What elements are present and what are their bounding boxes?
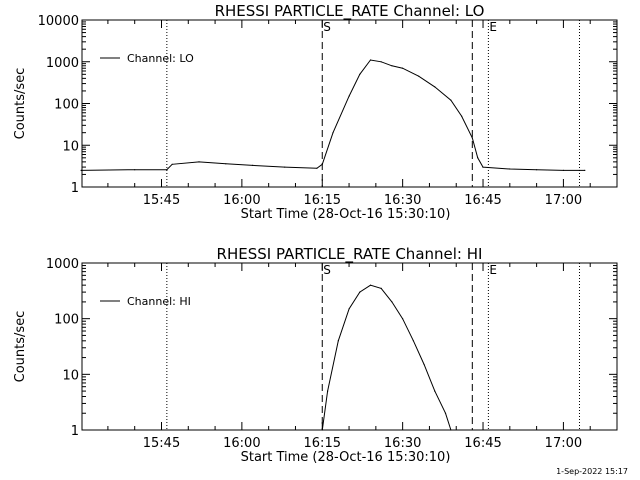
data-point xyxy=(562,169,565,171)
data-point xyxy=(402,318,404,320)
data-point xyxy=(316,167,318,169)
x-tick-label: 16:45 xyxy=(464,193,501,208)
data-point xyxy=(348,95,350,97)
series-line-channel-hi xyxy=(321,284,452,431)
y-tick-label: 1000 xyxy=(46,56,79,71)
chart-panel-hi: RHESSI PARTICLE_RATE Channel: HI 1 10 100 1… xyxy=(13,245,618,465)
x-axis-label: Start Time (28-Oct-16 15:30:10) xyxy=(241,450,451,465)
data-point xyxy=(369,284,372,286)
data-point xyxy=(536,169,538,171)
legend-label: Channel: HI xyxy=(127,295,191,308)
data-point xyxy=(402,67,404,69)
x-tick-label: 15:45 xyxy=(143,436,180,451)
y-tick-label: 10 xyxy=(62,368,79,383)
y-tick-label: 1000 xyxy=(46,257,79,272)
plot-frame xyxy=(81,19,618,188)
data-point xyxy=(348,308,350,310)
x-tick-label: 16:00 xyxy=(223,436,260,451)
marker-label-s: S xyxy=(323,20,331,34)
series-line-channel-lo xyxy=(81,59,585,171)
x-tick-label: 16:15 xyxy=(304,193,341,208)
data-point xyxy=(321,163,323,165)
data-point xyxy=(225,163,227,165)
data-point xyxy=(369,59,372,61)
chart-panel-lo: RHESSI PARTICLE_RATE Channel: LO 1 10 100 1… xyxy=(13,2,618,222)
data-point xyxy=(332,132,334,134)
data-point xyxy=(418,75,420,77)
data-point xyxy=(380,287,382,289)
data-point xyxy=(434,86,436,88)
data-point xyxy=(321,429,323,431)
x-tick-label: 16:00 xyxy=(223,193,260,208)
x-tick-label: 16:15 xyxy=(304,436,341,451)
footer-timestamp: 1-Sep-2022 15:17 xyxy=(556,467,628,476)
data-point xyxy=(412,340,414,342)
data-point xyxy=(134,169,136,171)
x-tick-label: 17:00 xyxy=(545,193,582,208)
data-point xyxy=(391,301,393,303)
data-point xyxy=(444,412,447,414)
data-point xyxy=(80,169,82,171)
data-point xyxy=(423,363,425,366)
x-tick-label: 16:30 xyxy=(384,436,421,451)
chart-title-lo: RHESSI PARTICLE_RATE Channel: LO xyxy=(215,2,485,21)
data-point xyxy=(461,115,463,117)
data-point xyxy=(450,99,452,101)
data-point xyxy=(391,65,393,67)
data-point xyxy=(337,340,339,342)
data-point xyxy=(327,390,329,392)
data-point xyxy=(171,163,173,165)
y-tick-label: 10000 xyxy=(38,14,79,29)
data-point xyxy=(471,137,473,139)
y-tick-label: 100 xyxy=(54,98,79,113)
x-tick-label: 16:45 xyxy=(464,436,501,451)
data-point xyxy=(166,169,168,171)
data-point xyxy=(482,166,484,168)
data-point xyxy=(359,291,361,293)
legend-label: Channel: LO xyxy=(127,52,194,65)
data-point xyxy=(584,169,586,171)
y-axis-label: Counts/sec xyxy=(13,311,28,383)
data-point xyxy=(509,168,511,170)
y-axis-label: Counts/sec xyxy=(13,68,28,140)
y-tick-label: 100 xyxy=(54,313,79,328)
data-point xyxy=(450,429,452,431)
data-point xyxy=(252,164,254,166)
x-tick-label: 16:30 xyxy=(384,193,421,208)
y-tick-label: 10 xyxy=(62,139,79,154)
x-tick-label: 17:00 xyxy=(545,436,582,451)
data-point xyxy=(284,166,286,168)
marker-label-e: E xyxy=(489,263,497,277)
marker-label-e: E xyxy=(489,20,497,34)
data-point xyxy=(434,390,436,392)
marker-label-s: S xyxy=(323,263,331,277)
y-tick-label: 1 xyxy=(71,424,79,439)
x-tick-label: 15:45 xyxy=(143,193,180,208)
data-point xyxy=(380,61,382,63)
data-point xyxy=(477,157,479,159)
plot-frame xyxy=(81,262,618,431)
data-point xyxy=(198,161,200,163)
y-tick-label: 1 xyxy=(71,181,79,196)
x-axis-label: Start Time (28-Oct-16 15:30:10) xyxy=(241,207,451,222)
data-point xyxy=(359,73,361,75)
chart-title-hi: RHESSI PARTICLE_RATE Channel: HI xyxy=(217,245,483,264)
